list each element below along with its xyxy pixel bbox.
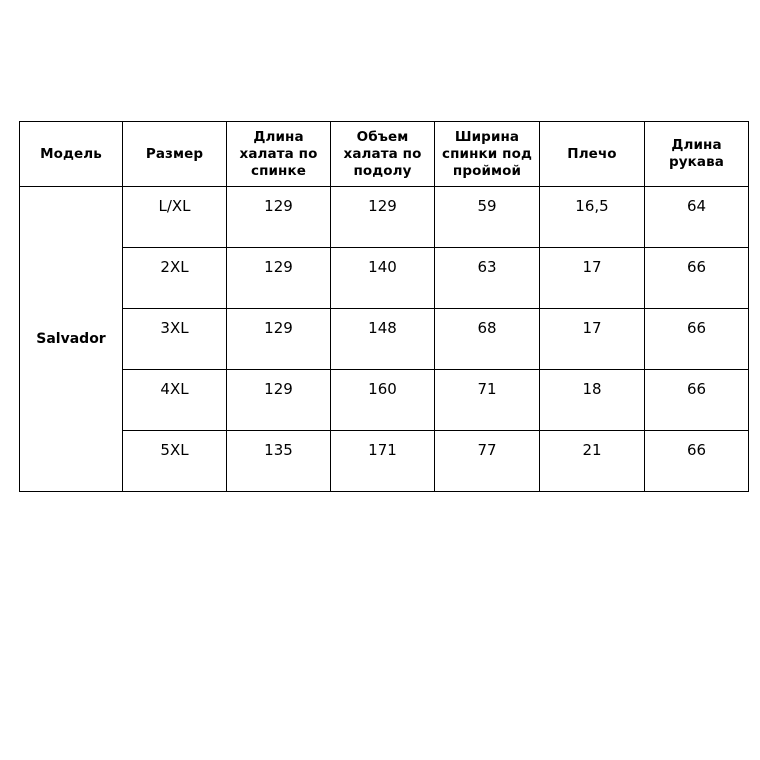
back-width-value: 71 [477,380,497,398]
length-back-cell: 135 [226,430,331,492]
length-back-cell: 129 [226,186,331,248]
sleeve-length-cell: 66 [644,430,749,492]
size-value: 4XL [160,380,189,398]
column-header-length-back: Длина халата по спинке [226,121,331,187]
hem-volume-value: 171 [368,441,397,459]
size-value: 3XL [160,319,189,337]
hem-volume-value: 140 [368,258,397,276]
shoulder-cell: 16,5 [539,186,645,248]
sleeve-length-cell: 64 [644,186,749,248]
hem-volume-cell: 140 [330,247,435,309]
column-header-model: Модель [19,121,123,187]
shoulder-cell: 17 [539,247,645,309]
shoulder-cell: 18 [539,369,645,431]
hem-volume-cell: 148 [330,308,435,370]
hem-volume-cell: 160 [330,369,435,431]
back-width-value: 63 [477,258,497,276]
sleeve-length-value: 66 [686,441,707,459]
length-back-value: 135 [264,441,293,459]
hem-volume-cell: 171 [330,430,435,492]
length-back-cell: 129 [226,247,331,309]
shoulder-cell: 21 [539,430,645,492]
length-back-cell: 129 [226,308,331,370]
hem-volume-value: 129 [368,197,397,215]
sleeve-length-cell: 66 [644,369,749,431]
back-width-cell: 71 [434,369,540,431]
length-back-cell: 129 [226,369,331,431]
size-cell: 2XL [122,247,227,309]
table-header-row: Модель Размер Длина халата по спинке Объ… [19,121,749,187]
size-cell: L/XL [122,186,227,248]
size-value: L/XL [158,197,191,215]
shoulder-value: 21 [582,441,602,459]
length-back-value: 129 [264,197,293,215]
table-body: Salvador L/XL 129 129 59 16,5 64 2XL 129… [19,186,749,492]
shoulder-value: 18 [582,380,602,398]
table-row: 3XL 129 148 68 17 66 [20,308,749,370]
size-cell: 4XL [122,369,227,431]
hem-volume-value: 160 [368,380,397,398]
shoulder-value: 17 [582,258,602,276]
size-cell: 3XL [122,308,227,370]
length-back-value: 129 [264,258,293,276]
shoulder-value: 17 [582,319,602,337]
column-header-hem-volume: Объем халата по подолу [330,121,435,187]
table-row: 2XL 129 140 63 17 66 [20,247,749,309]
length-back-value: 129 [264,319,293,337]
back-width-value: 68 [477,319,497,337]
sleeve-length-value: 66 [686,258,707,276]
back-width-cell: 63 [434,247,540,309]
sleeve-length-cell: 66 [644,308,749,370]
back-width-value: 59 [477,197,497,215]
sleeve-length-value: 64 [686,197,707,215]
back-width-value: 77 [477,441,497,459]
table-header: Модель Размер Длина халата по спинке Объ… [19,121,749,187]
table-row: 4XL 129 160 71 18 66 [20,369,749,431]
hem-volume-cell: 129 [330,186,435,248]
sleeve-length-cell: 66 [644,247,749,309]
sleeve-length-value: 66 [686,380,707,398]
table-row: Salvador L/XL 129 129 59 16,5 64 [19,186,749,492]
column-header-sleeve-length: Длина рукава [644,121,749,187]
size-value: 5XL [160,441,189,459]
size-cell: 5XL [122,430,227,492]
model-name-cell: Salvador [19,186,123,492]
sleeve-length-value: 66 [686,319,707,337]
hem-volume-value: 148 [368,319,397,337]
table-row: 5XL 135 171 77 21 66 [20,430,749,492]
shoulder-value: 16,5 [575,197,609,215]
size-chart-table: Модель Размер Длина халата по спинке Объ… [19,121,749,492]
shoulder-cell: 17 [539,308,645,370]
column-header-size: Размер [122,121,227,187]
length-back-value: 129 [264,380,293,398]
column-header-back-width: Ширина спинки под проймой [434,121,540,187]
back-width-cell: 77 [434,430,540,492]
size-value: 2XL [160,258,189,276]
back-width-cell: 68 [434,308,540,370]
back-width-cell: 59 [434,186,540,248]
column-header-shoulder: Плечо [539,121,645,187]
